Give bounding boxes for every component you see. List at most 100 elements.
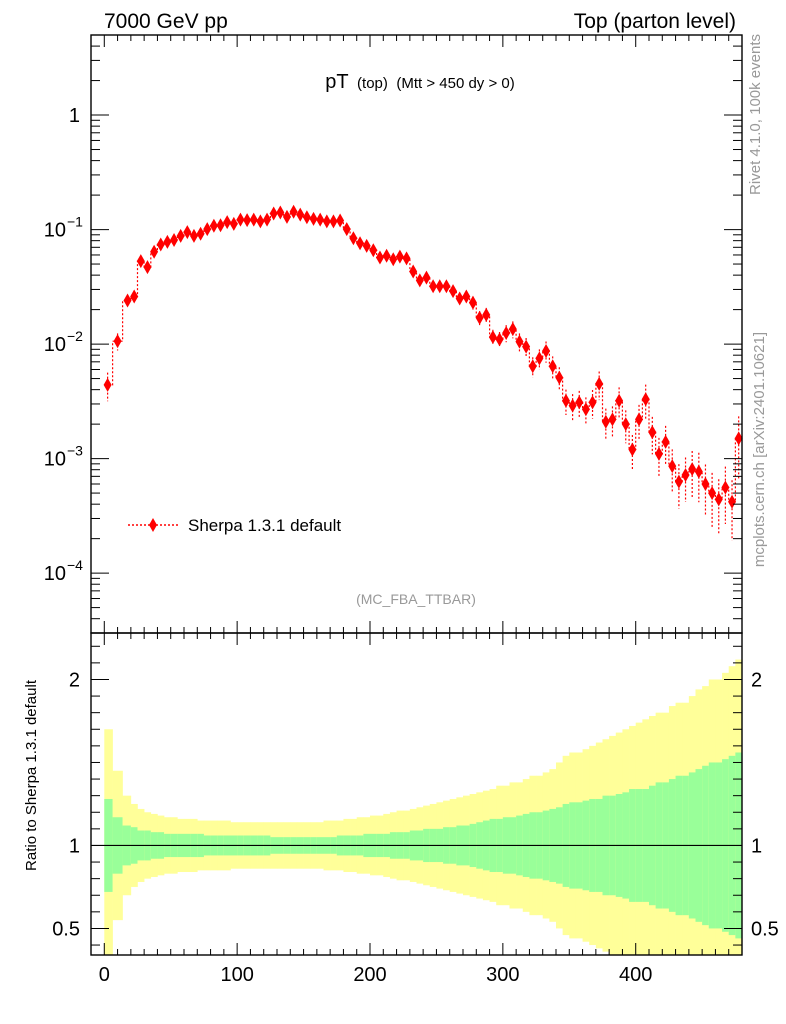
main-point [236, 212, 245, 227]
main-point [635, 412, 644, 427]
main-point [608, 412, 617, 427]
legend-marker [149, 518, 157, 532]
main-point [568, 398, 577, 413]
main-point [189, 228, 198, 243]
main-point [223, 215, 232, 230]
legend-label: Sherpa 1.3.1 default [188, 516, 341, 535]
main-point [708, 486, 717, 501]
y-tick-base: 10 [44, 563, 66, 585]
main-point [475, 310, 484, 325]
main-point [555, 370, 564, 385]
main-point [528, 359, 537, 374]
main-point [515, 334, 524, 349]
main-point [488, 330, 497, 345]
main-point [462, 289, 471, 304]
main-point [369, 243, 378, 258]
main-point [402, 251, 411, 266]
main-point [674, 474, 683, 489]
x-tick-label: 400 [619, 964, 652, 986]
main-point [648, 425, 657, 440]
main-point [389, 252, 398, 267]
main-point [103, 377, 112, 392]
ratio-plot-frame [90, 632, 743, 956]
main-point [249, 212, 258, 227]
main-point [468, 295, 477, 310]
main-point [269, 206, 278, 221]
y-tick-exponent: −2 [67, 328, 83, 344]
x-tick-label: 200 [353, 964, 386, 986]
main-point [668, 459, 677, 474]
main-point [276, 205, 285, 220]
main-point [548, 359, 557, 374]
main-point [415, 273, 424, 288]
main-point [349, 231, 358, 246]
main-point [263, 212, 272, 227]
main-plot-title-main: pT [325, 71, 348, 93]
main-point [170, 233, 179, 248]
main-point [282, 209, 291, 224]
main-point [409, 264, 418, 279]
y-tick-exponent: −1 [67, 214, 83, 230]
main-point [482, 307, 491, 322]
y-tick-label: 10 [44, 220, 66, 242]
main-point [196, 226, 205, 241]
main-point [422, 270, 431, 285]
main-point [329, 214, 338, 229]
y-tick-label: 10 [44, 449, 66, 471]
main-point [442, 279, 451, 294]
main-point [203, 222, 212, 237]
main-point [176, 228, 185, 243]
x-tick-label: 100 [220, 964, 253, 986]
x-tick-label: 300 [486, 964, 519, 986]
main-point [150, 244, 159, 259]
y-tick-exponent: −4 [67, 557, 83, 573]
main-point [502, 325, 511, 340]
main-point [342, 222, 351, 237]
main-plot-title-cut: (Mtt > 450 dy > 0) [396, 75, 514, 92]
header-right-label: Top (parton level) [574, 10, 736, 33]
main-point [581, 402, 590, 417]
y-tick-label: 1 [69, 105, 80, 127]
main-point [542, 344, 551, 359]
main-point [561, 393, 570, 408]
main-point [495, 332, 504, 347]
main-point [575, 395, 584, 410]
main-point [714, 492, 723, 507]
ratio-y-tick-label-left: 1 [69, 835, 80, 857]
main-point [316, 212, 325, 227]
main-point [243, 213, 252, 228]
y-tick-base: 1 [69, 105, 80, 127]
main-point [136, 254, 145, 269]
main-point [621, 417, 630, 432]
y-tick-exponent: −3 [67, 443, 83, 459]
ratio-y-tick-label-right: 2 [751, 669, 762, 691]
main-point [296, 207, 305, 222]
main-point [375, 250, 384, 265]
main-point [229, 216, 238, 231]
analysis-watermark: (MC_FBA_TTBAR) [356, 591, 476, 607]
main-point [435, 279, 444, 294]
main-point [130, 289, 139, 304]
main-point [309, 211, 318, 226]
main-point [156, 237, 165, 252]
y-tick-base: 10 [44, 220, 66, 242]
side-label-bottom: mcplots.cern.ch [arXiv:2401.10621] [751, 332, 768, 567]
legend: Sherpa 1.3.1 default [128, 516, 341, 535]
main-series-line [104, 211, 742, 503]
ratio-y-tick-label-left: 0.5 [52, 918, 80, 940]
side-label-top: Rivet 4.1.0, 100k events [747, 34, 764, 195]
main-point [209, 218, 218, 233]
y-tick-label: 10 [44, 563, 66, 585]
main-point [455, 291, 464, 306]
main-point [429, 279, 438, 294]
main-point [734, 431, 743, 446]
main-point [382, 248, 391, 263]
main-point [289, 204, 298, 219]
y-tick-label: 10 [44, 334, 66, 356]
main-point [322, 214, 331, 229]
ratio-bands [91, 659, 743, 955]
main-point [721, 480, 730, 495]
main-point [701, 477, 710, 492]
main-point [449, 284, 458, 299]
